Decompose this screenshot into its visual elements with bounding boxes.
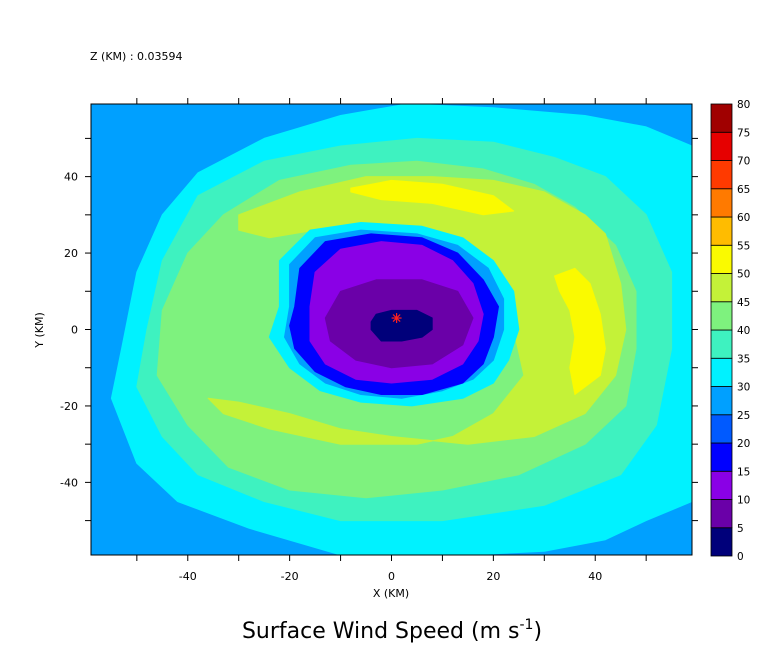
colorbar-label: 20 <box>737 438 750 450</box>
contour-band-0-5-12 <box>370 309 433 342</box>
colorbar-swatch <box>710 160 733 190</box>
colorbar-swatch <box>710 414 733 444</box>
storm-center-marker <box>391 313 402 324</box>
colorbar-label: 80 <box>737 99 750 111</box>
colorbar-swatch <box>710 131 733 161</box>
y-tick-label: -40 <box>60 476 78 489</box>
colorbar-swatch <box>710 527 733 557</box>
chart-title: Surface Wind Speed (m s-1) <box>242 617 542 644</box>
center-marker-stroke <box>392 314 401 322</box>
y-tick-label: -20 <box>60 400 78 413</box>
filled-contours <box>91 104 692 555</box>
x-tick-label: 0 <box>388 570 395 583</box>
colorbar-label: 65 <box>737 184 750 196</box>
y-tick-label: 20 <box>64 247 78 260</box>
colorbar-swatch <box>710 216 733 246</box>
colorbar-swatch <box>710 499 733 529</box>
level-label: Z (KM) : 0.03594 <box>90 50 183 63</box>
colorbar-swatch <box>710 329 733 359</box>
colorbar: 0 5 10 15 20 25 30 35 40 45 50 55 60 65 70 75 80 <box>710 99 750 563</box>
colorbar-label: 0 <box>737 551 744 563</box>
colorbar-label: 55 <box>737 240 750 252</box>
axis-ticks <box>85 98 698 561</box>
x-tick-label: 40 <box>588 570 602 583</box>
x-tick-label: -20 <box>281 570 299 583</box>
colorbar-label: 15 <box>737 466 750 478</box>
colorbar-label: 75 <box>737 127 750 139</box>
contour-band-50-55-6 <box>554 267 606 395</box>
colorbar-label: 5 <box>737 523 744 535</box>
y-axis-label: Y (KM) <box>33 312 46 349</box>
chart-title-main: Surface Wind Speed (m s <box>242 619 520 644</box>
x-tick-labels: -40 -20 0 20 40 <box>179 570 602 583</box>
colorbar-label: 30 <box>737 382 750 394</box>
colorbar-label: 70 <box>737 156 750 168</box>
colorbar-swatch <box>710 357 733 387</box>
colorbar-label: 50 <box>737 269 750 281</box>
y-tick-label: 40 <box>64 171 78 184</box>
colorbar-swatch <box>710 188 733 218</box>
colorbar-swatch <box>710 273 733 303</box>
contour-band-50-55-5 <box>350 179 515 216</box>
colorbar-swatch <box>710 103 733 133</box>
y-tick-labels: -40 -20 0 20 40 <box>60 171 78 490</box>
colorbar-label: 35 <box>737 353 750 365</box>
colorbar-swatch <box>710 442 733 472</box>
colorbar-swatch <box>710 301 733 331</box>
x-tick-label: 20 <box>486 570 500 583</box>
colorbar-label: 10 <box>737 495 750 507</box>
colorbar-label: 60 <box>737 212 750 224</box>
chart-title-suffix: ) <box>533 619 542 644</box>
x-tick-label: -40 <box>179 570 197 583</box>
x-axis-label: X (KM) <box>373 587 409 600</box>
colorbar-label: 25 <box>737 410 750 422</box>
colorbar-swatch <box>710 244 733 274</box>
colorbar-swatch <box>710 386 733 416</box>
chart-title-superscript: -1 <box>519 617 533 633</box>
colorbar-label: 45 <box>737 297 750 309</box>
y-tick-label: 0 <box>71 324 78 337</box>
colorbar-label: 40 <box>737 325 750 337</box>
colorbar-swatch <box>710 470 733 500</box>
